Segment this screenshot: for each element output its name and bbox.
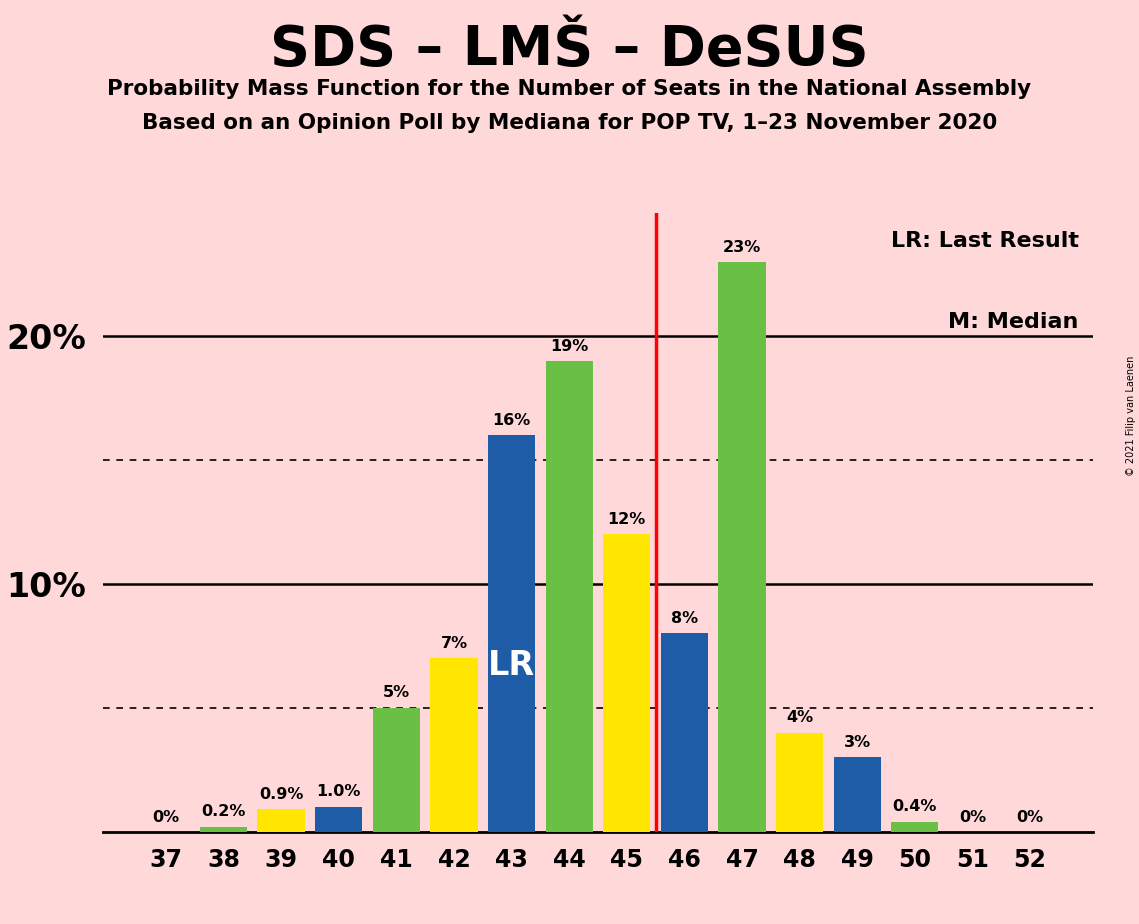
Text: © 2021 Filip van Laenen: © 2021 Filip van Laenen [1125, 356, 1136, 476]
Bar [661, 634, 708, 832]
Text: SDS – LMŠ – DeSUS: SDS – LMŠ – DeSUS [270, 23, 869, 77]
Text: M: M [611, 690, 644, 723]
Text: 3%: 3% [844, 735, 871, 750]
Text: LR: LR [487, 649, 535, 682]
Text: LR: Last Result: LR: Last Result [891, 231, 1079, 251]
Bar [257, 809, 305, 832]
Text: 1.0%: 1.0% [317, 784, 361, 799]
Text: 4%: 4% [786, 711, 813, 725]
Bar [834, 758, 880, 832]
Bar [891, 821, 939, 832]
Bar [431, 658, 477, 832]
Text: 0.9%: 0.9% [259, 787, 303, 802]
Bar [719, 262, 765, 832]
Text: 0%: 0% [959, 810, 986, 825]
Text: 0.2%: 0.2% [202, 804, 246, 820]
Bar [316, 807, 362, 832]
Text: 8%: 8% [671, 611, 698, 626]
Text: M: Median: M: Median [948, 311, 1079, 332]
Text: Based on an Opinion Poll by Mediana for POP TV, 1–23 November 2020: Based on an Opinion Poll by Mediana for … [142, 113, 997, 133]
Text: Probability Mass Function for the Number of Seats in the National Assembly: Probability Mass Function for the Number… [107, 79, 1032, 99]
Bar [604, 534, 650, 832]
Text: 23%: 23% [723, 239, 761, 255]
Bar [546, 361, 592, 832]
Text: 5%: 5% [383, 686, 410, 700]
Bar [776, 733, 823, 832]
Text: 0%: 0% [1016, 810, 1043, 825]
Text: 7%: 7% [441, 636, 467, 650]
Text: 0.4%: 0.4% [893, 799, 937, 814]
Bar [199, 827, 247, 832]
Text: 16%: 16% [492, 413, 531, 428]
Bar [487, 435, 535, 832]
Text: 12%: 12% [607, 512, 646, 527]
Text: 0%: 0% [153, 810, 180, 825]
Text: 19%: 19% [550, 339, 589, 354]
Bar [372, 708, 420, 832]
